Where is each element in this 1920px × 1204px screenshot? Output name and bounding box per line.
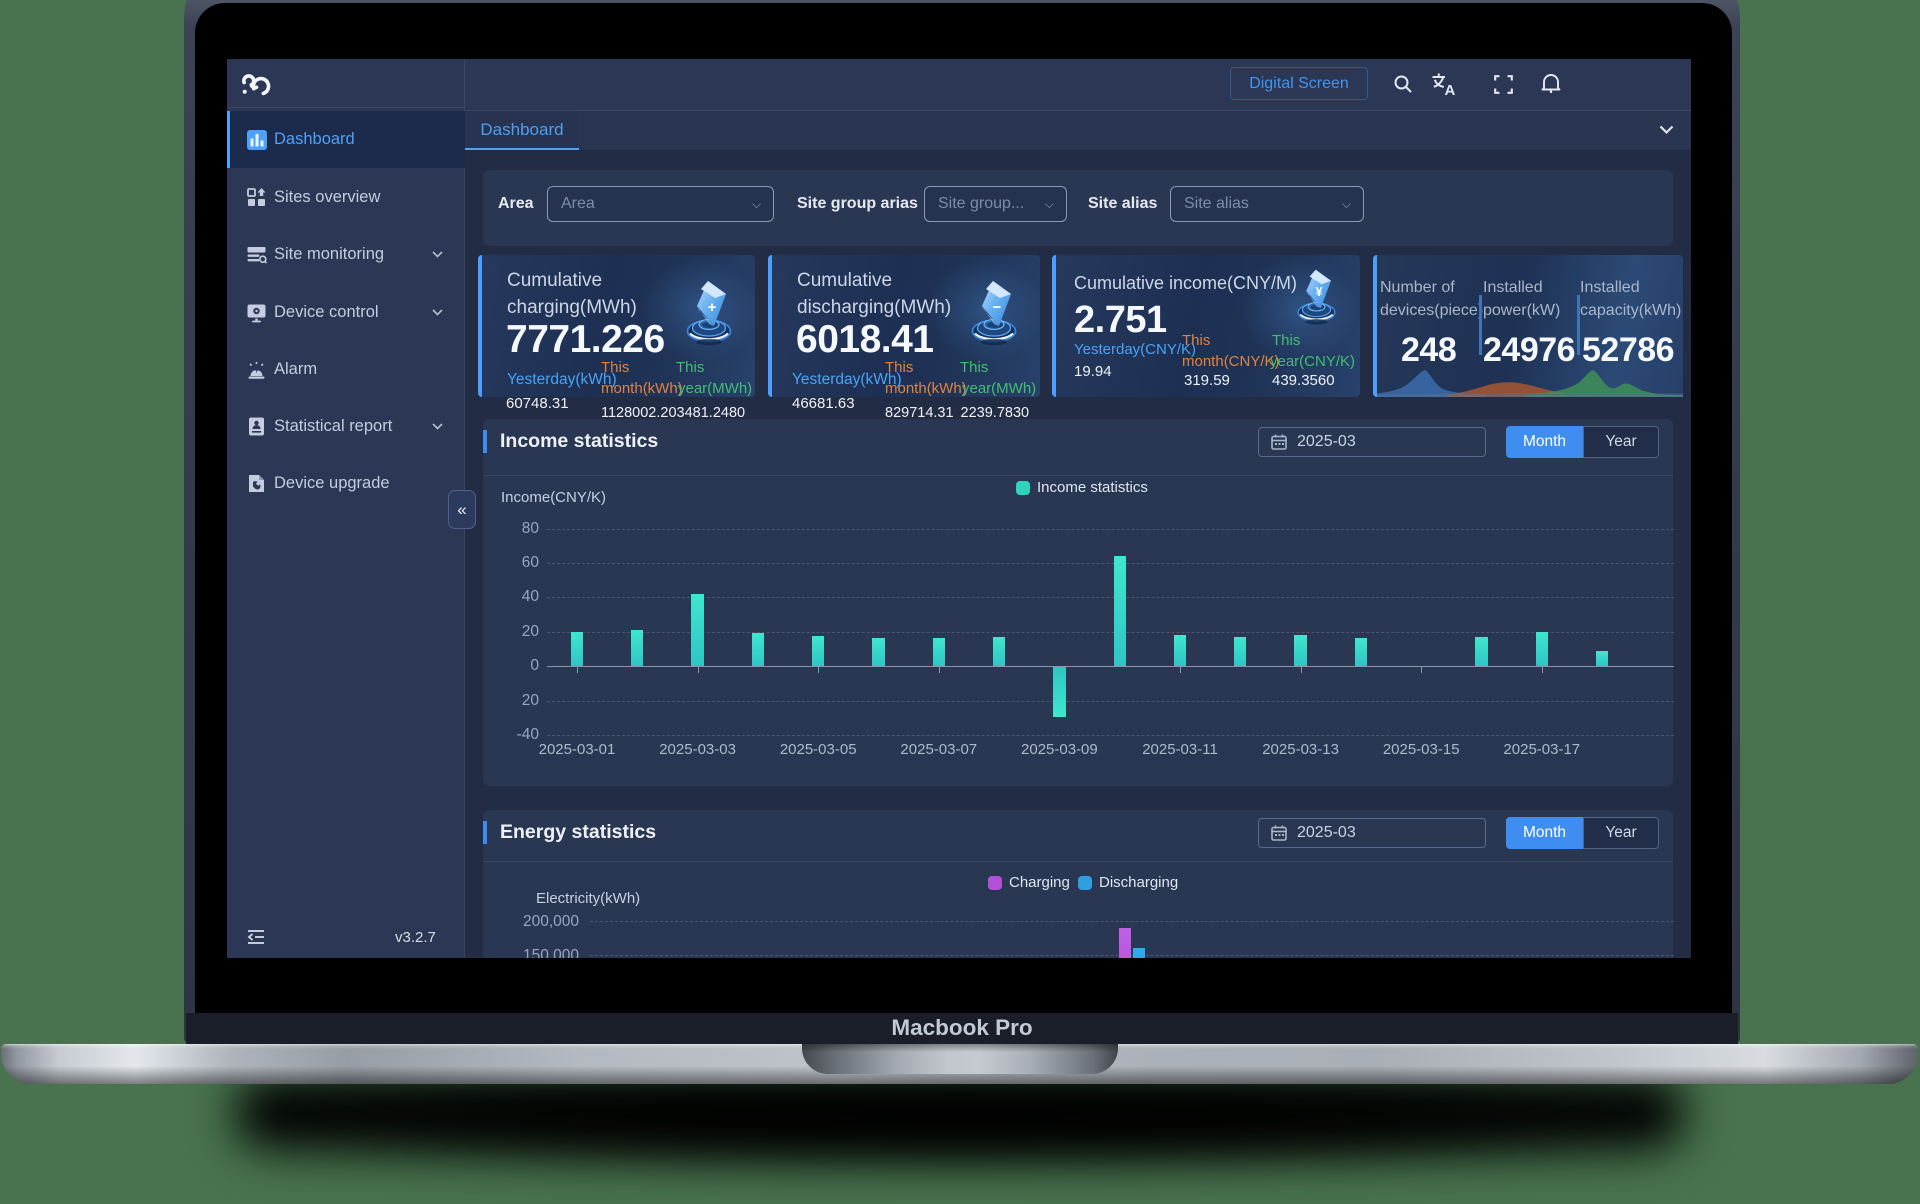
svg-text:−: − (993, 299, 1002, 316)
svg-text:A: A (1445, 82, 1456, 96)
svg-text:+: + (708, 299, 717, 316)
svg-text:¥: ¥ (1316, 284, 1324, 299)
